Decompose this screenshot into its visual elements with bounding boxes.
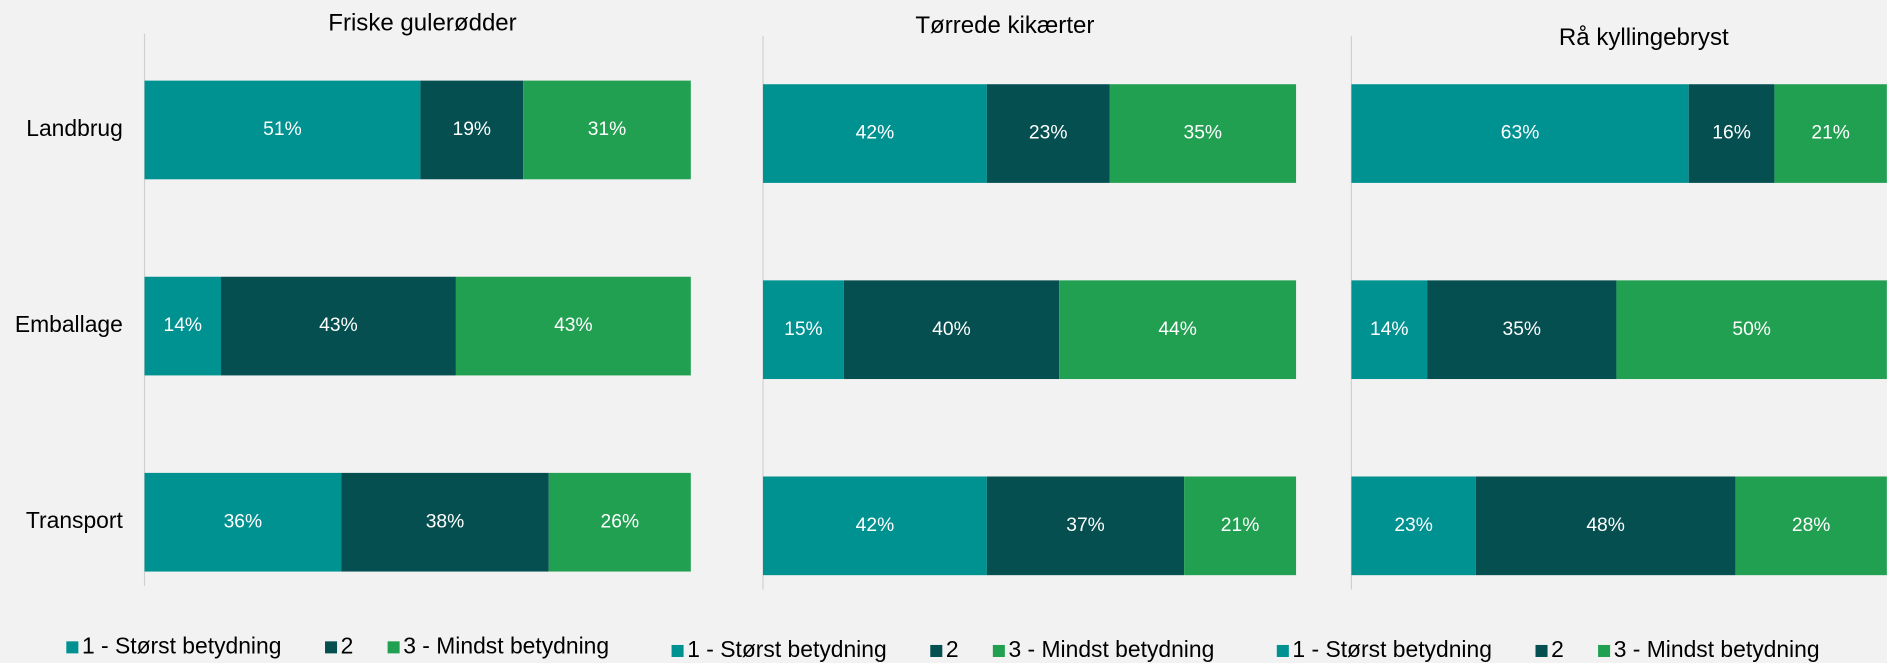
bar-segment bbox=[420, 80, 524, 180]
legend-label: 3 - Mindst betydning bbox=[403, 632, 609, 658]
value-label: 50% bbox=[1732, 319, 1771, 340]
value-label: 35% bbox=[1503, 319, 1542, 340]
bar-segment bbox=[144, 80, 421, 180]
value-label: 16% bbox=[1712, 123, 1751, 144]
value-label: 14% bbox=[164, 315, 203, 336]
bar-segment bbox=[763, 280, 844, 380]
value-label: 40% bbox=[932, 319, 971, 340]
bar-segment bbox=[144, 472, 342, 572]
value-label: 48% bbox=[1586, 515, 1625, 536]
category-label: Transport bbox=[26, 507, 124, 533]
bar-segment bbox=[763, 476, 987, 576]
bar-segment bbox=[1427, 280, 1617, 380]
bar-segment bbox=[1735, 476, 1887, 576]
value-label: 21% bbox=[1221, 515, 1260, 536]
legend-label: 1 - Størst betydning bbox=[1292, 636, 1491, 662]
value-label: 63% bbox=[1501, 123, 1540, 144]
legend-swatch bbox=[1598, 644, 1611, 657]
legend-swatch bbox=[992, 644, 1005, 657]
value-label: 38% bbox=[426, 511, 465, 532]
legend-label: 2 bbox=[341, 632, 354, 658]
bar-segment bbox=[1688, 84, 1775, 183]
bar-segment bbox=[221, 276, 456, 376]
value-label: 44% bbox=[1158, 319, 1197, 340]
legend-swatch bbox=[1276, 644, 1289, 657]
bar-segment bbox=[843, 280, 1060, 380]
value-label: 23% bbox=[1029, 123, 1068, 144]
bar-segment bbox=[548, 472, 691, 572]
legend-swatch bbox=[66, 641, 79, 654]
value-label: 43% bbox=[319, 315, 358, 336]
value-label: 15% bbox=[784, 319, 823, 340]
legend-swatch bbox=[671, 644, 684, 657]
bar-segment bbox=[1774, 84, 1887, 183]
bar-segment bbox=[986, 476, 1185, 576]
legend-label: 1 - Størst betydning bbox=[82, 632, 281, 658]
bar-segment bbox=[1109, 84, 1297, 183]
bar-segment bbox=[341, 472, 549, 572]
value-label: 42% bbox=[856, 515, 895, 536]
bar-segment bbox=[1184, 476, 1297, 576]
bar-segment bbox=[1351, 84, 1689, 183]
value-label: 43% bbox=[554, 315, 593, 336]
value-label: 36% bbox=[224, 511, 263, 532]
bar-segment bbox=[1059, 280, 1297, 380]
category-label: Emballage bbox=[15, 311, 123, 337]
value-label: 23% bbox=[1394, 515, 1433, 536]
bar-segment bbox=[763, 84, 987, 183]
value-label: 42% bbox=[856, 123, 895, 144]
value-label: 26% bbox=[601, 511, 640, 532]
bar-segment bbox=[1351, 280, 1428, 380]
legend-label: 3 - Mindst betydning bbox=[1614, 636, 1820, 662]
legend-swatch bbox=[387, 641, 400, 654]
value-label: 37% bbox=[1066, 515, 1105, 536]
legend-label: 3 - Mindst betydning bbox=[1008, 636, 1214, 662]
value-label: 51% bbox=[263, 119, 302, 140]
value-label: 19% bbox=[452, 119, 491, 140]
bar-segment bbox=[1475, 476, 1736, 576]
bar-segment bbox=[523, 80, 691, 180]
value-label: 21% bbox=[1811, 123, 1850, 144]
bar-segment bbox=[144, 276, 222, 376]
legend-swatch bbox=[325, 641, 338, 654]
legend-label: 2 bbox=[946, 636, 959, 662]
value-label: 28% bbox=[1792, 515, 1831, 536]
bar-segment bbox=[986, 84, 1110, 183]
chart-title: Friske gulerødder bbox=[328, 9, 516, 36]
chart-title: Rå kyllingebryst bbox=[1559, 24, 1729, 51]
legend-label: 1 - Størst betydning bbox=[687, 636, 886, 662]
legend-label: 2 bbox=[1551, 636, 1564, 662]
value-label: 31% bbox=[588, 119, 627, 140]
legend-swatch bbox=[930, 644, 943, 657]
bar-segment bbox=[455, 276, 691, 376]
category-label: Landbrug bbox=[26, 115, 123, 141]
bar-segment bbox=[1616, 280, 1887, 380]
value-label: 14% bbox=[1370, 319, 1409, 340]
bar-segment bbox=[1351, 476, 1476, 576]
legend-swatch bbox=[1535, 644, 1548, 657]
value-label: 35% bbox=[1184, 123, 1223, 144]
chart-title: Tørrede kikærter bbox=[915, 12, 1094, 39]
